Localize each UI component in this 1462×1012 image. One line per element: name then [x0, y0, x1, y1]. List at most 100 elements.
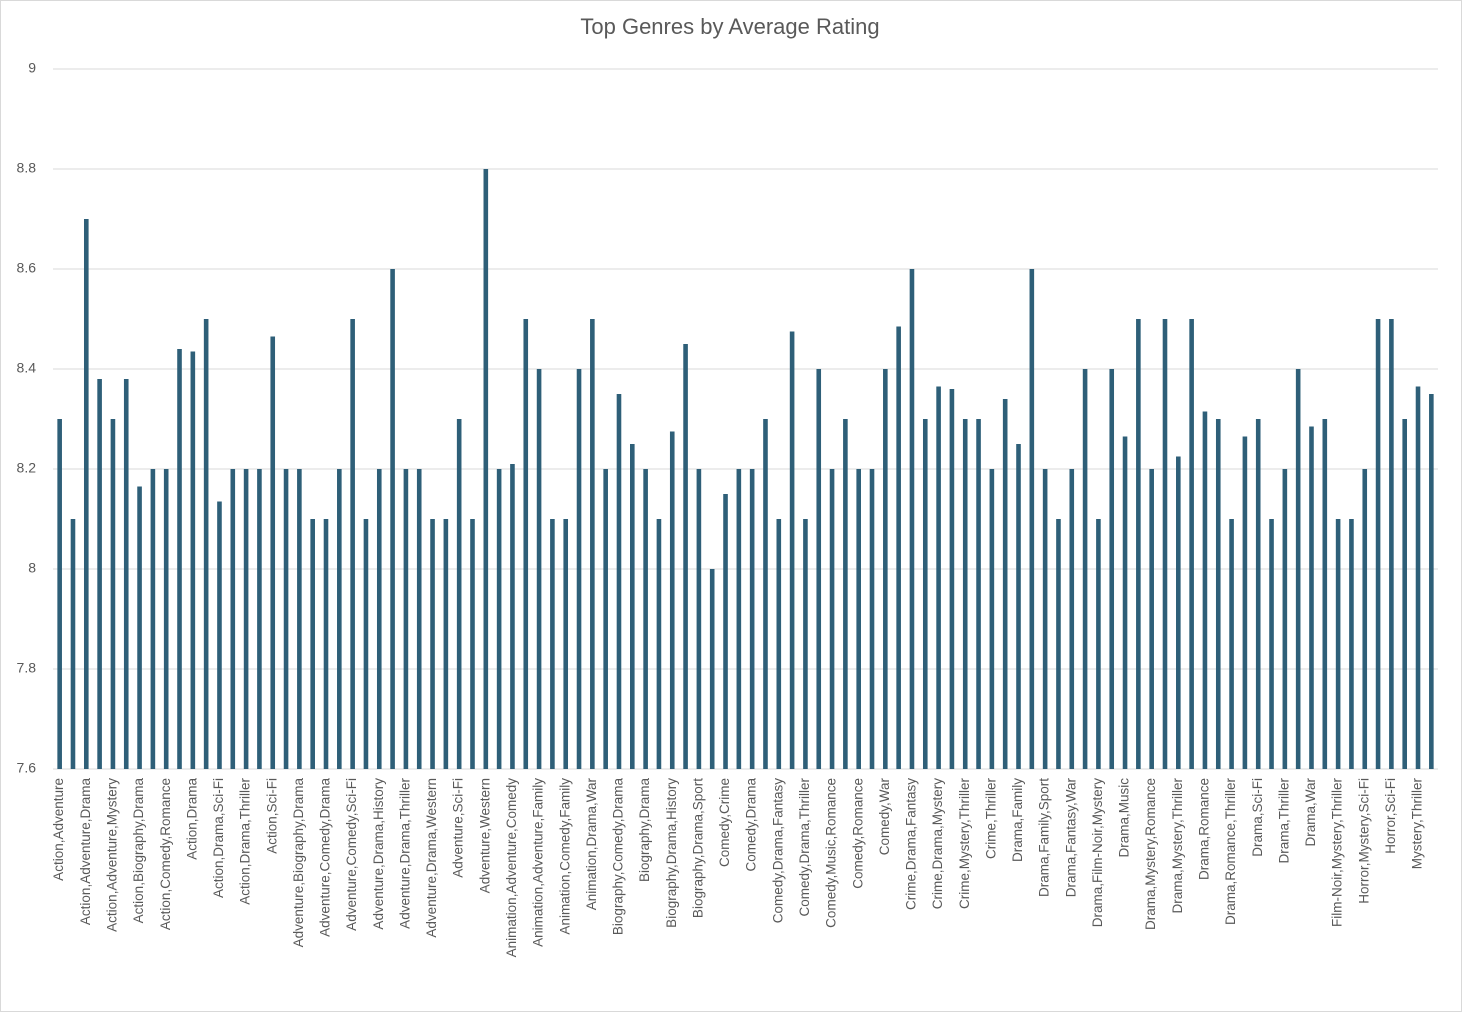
- bar: [536, 369, 542, 769]
- bar: [1215, 419, 1221, 769]
- y-tick-label: 8.2: [17, 460, 37, 476]
- bar: [1096, 519, 1101, 769]
- x-tick-label: Action,Drama,Sci-Fi: [211, 778, 226, 898]
- bar: [550, 519, 555, 769]
- x-tick-label: Action,Comedy,Romance: [158, 778, 173, 930]
- bar: [350, 319, 355, 769]
- chart-title: Top Genres by Average Rating: [580, 14, 879, 39]
- x-tick-label: Drama,Family: [1010, 778, 1025, 862]
- bar: [1229, 519, 1234, 769]
- bar: [137, 486, 142, 769]
- bar: [496, 469, 502, 769]
- bar: [576, 369, 582, 769]
- bar: [1415, 386, 1421, 769]
- bar: [430, 519, 435, 769]
- x-tick-label: Drama,Romance,Thriller: [1223, 778, 1238, 926]
- bar: [656, 519, 662, 769]
- bar: [456, 419, 462, 769]
- x-tick-label: Comedy,War: [877, 777, 892, 855]
- x-tick-label: Adventure,Drama,History: [371, 778, 386, 930]
- bar: [270, 336, 276, 769]
- x-tick-label: Action,Drama,Thriller: [238, 777, 253, 904]
- bar: [922, 419, 928, 769]
- bar: [669, 431, 675, 769]
- bar: [590, 319, 595, 769]
- y-tick-label: 7.6: [17, 760, 37, 776]
- bar: [1282, 469, 1288, 769]
- bar: [190, 351, 196, 769]
- bar: [683, 344, 688, 769]
- y-tick-label: 8.8: [17, 160, 37, 176]
- bar: [150, 469, 156, 769]
- x-tick-label: Adventure,Biography,Drama: [291, 778, 306, 948]
- bar: [816, 369, 822, 769]
- bar: [1375, 319, 1381, 769]
- bar: [123, 379, 129, 769]
- x-tick-label: Animation,Adventure,Family: [531, 778, 546, 947]
- x-tick-label: Biography,Drama: [637, 778, 652, 883]
- x-tick-label: Drama,Family,Sport: [1037, 778, 1052, 897]
- bar: [1269, 519, 1274, 769]
- bar: [1162, 319, 1168, 769]
- bar: [57, 419, 62, 769]
- bar: [257, 469, 262, 769]
- bar: [643, 469, 648, 769]
- bar: [1335, 519, 1341, 769]
- bar: [97, 379, 102, 769]
- bar: [803, 519, 808, 769]
- bar: [70, 519, 76, 769]
- bar: [1202, 411, 1208, 769]
- x-tick-label: Adventure,Drama,Thriller: [397, 778, 412, 929]
- bar: [829, 469, 835, 769]
- y-tick-label: 8.4: [17, 360, 37, 376]
- bar: [1362, 469, 1368, 769]
- bar: [1255, 419, 1261, 769]
- x-tick-label: Adventure,Comedy,Sci-Fi: [344, 778, 359, 931]
- bar: [1042, 469, 1048, 769]
- bar: [163, 469, 169, 769]
- x-tick-label: Horror,Mystery,Sci-Fi: [1356, 778, 1371, 904]
- bar: [1242, 436, 1248, 769]
- bar: [217, 501, 222, 769]
- x-tick-label: Action,Adventure,Drama: [78, 778, 93, 926]
- x-tick-label: Adventure,Drama,Western: [424, 778, 439, 938]
- y-tick-label: 7.8: [17, 660, 37, 676]
- bar: [1295, 369, 1301, 769]
- bar: [696, 469, 702, 769]
- x-tick-label: Crime,Drama,Mystery: [930, 778, 945, 910]
- bar: [856, 469, 861, 769]
- bar: [470, 519, 475, 769]
- bar: [749, 469, 755, 769]
- bar: [976, 419, 981, 769]
- bar: [1016, 444, 1021, 769]
- x-tick-label: Action,Sci-Fi: [264, 778, 279, 854]
- x-tick-label: Animation,Adventure,Comedy: [504, 778, 519, 958]
- bar: [1149, 469, 1154, 769]
- bar: [1082, 369, 1088, 769]
- x-tick-label: Drama,Romance: [1197, 778, 1212, 880]
- bar: [789, 331, 795, 769]
- x-tick-label: Drama,Mystery,Thriller: [1170, 778, 1185, 914]
- x-tick-label: Mystery,Thriller: [1410, 778, 1425, 870]
- x-tick-label: Drama,War: [1303, 778, 1318, 847]
- x-tick-label: Action,Biography,Drama: [131, 778, 146, 924]
- bar: [949, 389, 955, 769]
- bar: [1322, 419, 1328, 769]
- x-tick-label: Biography,Drama,Sport: [690, 778, 705, 918]
- x-tick-label: Animation,Drama,War: [584, 778, 599, 911]
- bar: [763, 419, 768, 769]
- x-tick-label: Drama,Film-Noir,Mystery: [1090, 778, 1105, 928]
- x-tick-label: Drama,Fantasy,War: [1063, 778, 1078, 898]
- bar: [337, 469, 342, 769]
- x-tick-label: Biography,Drama,History: [664, 778, 679, 928]
- bar: [962, 419, 968, 769]
- x-tick-label: Comedy,Music,Romance: [824, 778, 839, 928]
- bar: [177, 349, 182, 769]
- bar: [310, 519, 315, 769]
- bar: [1176, 456, 1181, 769]
- bar: [989, 469, 995, 769]
- bar: [563, 519, 569, 769]
- y-tick-label: 9: [28, 60, 36, 76]
- bar: [243, 469, 249, 769]
